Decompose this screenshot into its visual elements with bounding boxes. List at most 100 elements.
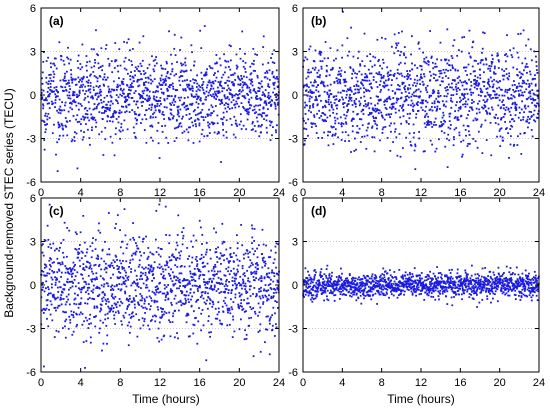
data-point — [112, 307, 115, 309]
data-point — [134, 113, 136, 115]
data-point — [524, 65, 527, 68]
data-point — [148, 272, 151, 274]
data-point — [466, 92, 469, 95]
data-point — [234, 136, 237, 139]
data-point — [455, 88, 458, 91]
y-tick-label: 3 — [292, 47, 298, 59]
data-point — [267, 91, 270, 94]
data-point — [274, 77, 277, 80]
data-point — [106, 120, 109, 123]
data-point — [208, 108, 210, 111]
data-point — [169, 290, 172, 292]
data-point — [350, 286, 352, 289]
data-point — [212, 110, 215, 113]
data-point — [374, 277, 376, 280]
data-point — [211, 106, 214, 109]
data-point — [155, 291, 158, 293]
data-point — [233, 82, 235, 85]
data-point — [250, 96, 253, 99]
data-point — [383, 287, 386, 290]
data-point — [491, 80, 494, 83]
data-point — [408, 84, 411, 86]
data-point — [504, 121, 507, 123]
data-point — [209, 81, 212, 84]
data-point — [420, 65, 423, 68]
data-point — [166, 97, 169, 100]
data-point — [173, 140, 176, 143]
data-point — [202, 256, 205, 259]
data-point — [507, 132, 509, 135]
data-point — [80, 288, 83, 291]
x-tick-label: 8 — [117, 187, 123, 199]
data-point — [196, 342, 199, 345]
data-point — [413, 289, 415, 292]
data-point — [190, 104, 193, 106]
data-point — [527, 126, 529, 129]
data-point — [229, 68, 232, 71]
data-point — [171, 321, 174, 323]
data-point — [70, 270, 73, 273]
data-point — [359, 63, 362, 66]
data-point — [487, 67, 490, 70]
data-point — [164, 277, 167, 280]
data-point — [67, 110, 70, 113]
data-point — [349, 285, 352, 287]
data-point — [510, 124, 513, 127]
data-point — [346, 37, 349, 40]
data-point — [319, 50, 321, 53]
data-point — [256, 98, 259, 100]
data-point — [244, 329, 247, 332]
data-point — [498, 94, 501, 97]
data-point — [103, 294, 106, 296]
data-point — [229, 45, 232, 48]
data-point — [258, 113, 261, 116]
data-point — [80, 297, 83, 300]
data-point — [380, 287, 382, 290]
data-point — [237, 76, 240, 79]
data-point — [53, 296, 56, 299]
data-point — [185, 299, 187, 302]
y-tick-label: -6 — [26, 367, 36, 379]
data-point — [195, 239, 198, 242]
data-point — [89, 81, 92, 84]
data-point — [202, 102, 205, 105]
data-point — [316, 75, 319, 78]
data-point — [114, 112, 117, 114]
data-point — [243, 272, 246, 275]
data-point — [83, 280, 86, 283]
data-point — [172, 115, 175, 118]
data-point — [333, 288, 335, 291]
data-point — [442, 104, 445, 107]
data-point — [338, 98, 341, 101]
data-point — [65, 318, 68, 321]
data-point — [309, 95, 312, 98]
data-point — [112, 115, 115, 118]
x-tick-label: 8 — [117, 377, 123, 389]
data-point — [234, 103, 237, 106]
data-point — [197, 95, 200, 98]
data-point — [80, 273, 83, 276]
data-point — [308, 274, 311, 277]
data-point — [406, 73, 409, 75]
data-point — [73, 99, 75, 102]
data-point — [59, 298, 62, 301]
data-point — [322, 281, 325, 284]
data-point — [106, 94, 108, 97]
data-point — [162, 276, 164, 279]
data-point — [157, 99, 160, 102]
data-point — [234, 296, 237, 299]
data-point — [97, 62, 100, 65]
data-point — [373, 109, 376, 112]
data-point — [459, 107, 462, 110]
data-point — [495, 97, 497, 99]
data-point — [178, 257, 181, 260]
data-point — [91, 249, 94, 252]
data-point — [262, 35, 265, 38]
data-point — [388, 124, 391, 127]
data-point — [458, 106, 460, 109]
data-point — [425, 89, 428, 91]
data-point — [486, 111, 488, 114]
data-point — [397, 84, 399, 86]
data-point — [260, 277, 263, 280]
data-point — [358, 288, 361, 290]
